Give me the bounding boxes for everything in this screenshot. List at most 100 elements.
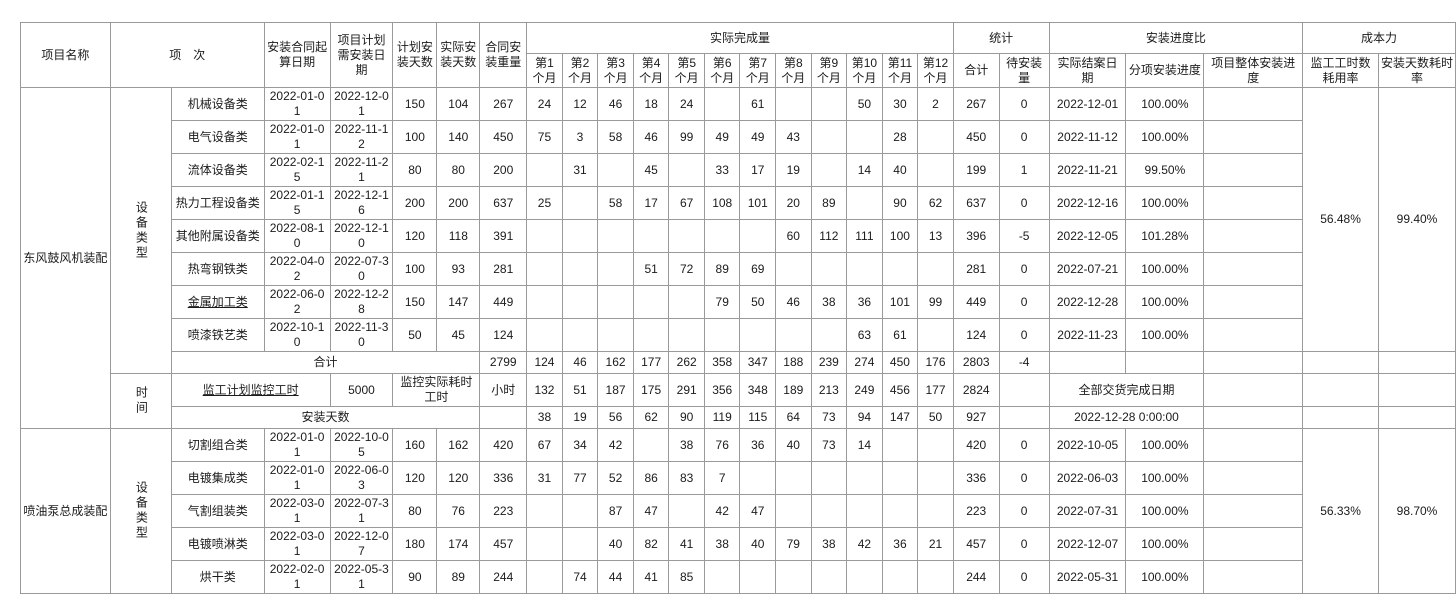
data-cell: 67 — [526, 428, 563, 462]
data-cell: 176 — [917, 351, 954, 374]
data-cell: 80 — [392, 153, 438, 187]
data-cell: 291 — [668, 373, 705, 407]
data-cell: 100 — [881, 219, 919, 253]
data-cell: 150 — [392, 285, 438, 319]
data-cell: 2803 — [952, 351, 1000, 374]
data-cell: 90 — [881, 186, 919, 220]
data-cell: 100.00% — [1125, 186, 1205, 220]
data-cell: 162 — [436, 428, 481, 462]
data-cell: 40 — [739, 527, 777, 561]
col-header-month-8: 第8个月 — [775, 53, 812, 88]
data-cell: 99 — [668, 120, 705, 154]
data-cell — [775, 87, 812, 121]
data-cell: 83 — [668, 461, 705, 495]
data-cell: 2824 — [952, 373, 1000, 407]
data-cell — [917, 252, 954, 286]
data-cell: 119 — [703, 406, 741, 429]
data-cell: 38 — [668, 428, 705, 462]
data-cell: 46 — [632, 120, 670, 154]
category-type-label: 设备类型 — [109, 428, 172, 594]
col-header-month-5: 第5个月 — [668, 53, 705, 88]
data-cell: 2022-12-07 — [1048, 527, 1127, 561]
data-cell: 223 — [479, 494, 528, 528]
data-cell: 111 — [846, 219, 883, 253]
data-cell — [739, 318, 777, 352]
data-cell — [846, 560, 883, 594]
data-cell: 200 — [392, 186, 438, 220]
data-cell: -4 — [998, 351, 1050, 374]
data-cell: 20 — [775, 186, 812, 220]
data-cell: 637 — [479, 186, 528, 220]
data-cell: 2799 — [479, 351, 528, 374]
data-cell: 356 — [703, 373, 741, 407]
data-cell: 93 — [436, 252, 481, 286]
data-cell: 50 — [846, 87, 883, 121]
data-cell: 177 — [917, 373, 954, 407]
data-cell: 449 — [479, 285, 528, 319]
group-header-statistics: 统计 — [952, 22, 1050, 54]
data-cell: 2022-07-21 — [1048, 252, 1127, 286]
data-cell: 46 — [597, 87, 634, 121]
item-name-cell: 电气设备类 — [170, 120, 265, 154]
data-cell — [810, 87, 848, 121]
data-cell: 45 — [436, 318, 481, 352]
data-cell: 24 — [526, 87, 563, 121]
item-name-link[interactable]: 金属加工类 — [170, 285, 265, 319]
data-cell — [917, 120, 954, 154]
data-cell — [1203, 373, 1304, 407]
data-cell — [846, 252, 883, 286]
data-cell: 100 — [392, 252, 438, 286]
data-cell — [703, 560, 741, 594]
data-cell: 2022-07-31 — [329, 494, 394, 528]
data-cell: 348 — [739, 373, 777, 407]
data-cell: 450 — [952, 120, 1000, 154]
data-cell: 100.00% — [1125, 87, 1205, 121]
data-cell: 40 — [597, 527, 634, 561]
data-cell: 2022-10-10 — [263, 318, 331, 352]
data-cell — [632, 428, 670, 462]
table-row: 安装天数 38 19 56 62 90 119 115 64 73 94 147 50 927 2022-1… — [21, 406, 1456, 429]
supervision-actual-hours-label: 监控实际耗时工时 — [392, 373, 481, 407]
data-cell — [1378, 373, 1456, 407]
data-cell — [526, 527, 563, 561]
col-header-item: 项 次 — [109, 22, 265, 88]
data-cell: 2022-08-10 — [263, 219, 331, 253]
data-cell: 450 — [881, 351, 919, 374]
data-cell: 50 — [917, 406, 954, 429]
data-cell: 2022-07-30 — [329, 252, 394, 286]
supervision-planned-hours-link[interactable]: 监工计划监控工时 — [170, 373, 331, 407]
data-cell: 199 — [952, 153, 1000, 187]
data-cell: 79 — [703, 285, 741, 319]
data-cell: 34 — [561, 428, 599, 462]
data-cell: 100.00% — [1125, 318, 1205, 352]
installation-progress-table: 项目名称项 次安装合同起算日期 项目计划需安装日期 计划安装天数 实际安装天数 合同安装… — [20, 22, 1456, 594]
data-cell — [1048, 351, 1127, 374]
data-cell: 87 — [597, 494, 634, 528]
data-cell — [917, 560, 954, 594]
data-cell: 90 — [668, 406, 705, 429]
data-cell: 50 — [739, 285, 777, 319]
data-cell — [1203, 285, 1304, 319]
data-cell: 0 — [998, 494, 1050, 528]
supervisor-hours-rate-cell: 56.33% — [1302, 428, 1379, 594]
data-cell — [561, 527, 599, 561]
data-cell: 100 — [392, 120, 438, 154]
data-cell — [703, 219, 741, 253]
table-row: 气割组装类 2022-03-01 2022-07-31 80 76 223 87 47 42 47… — [21, 494, 1456, 528]
data-cell: 25 — [526, 186, 563, 220]
data-cell — [632, 219, 670, 253]
data-cell: 0 — [998, 87, 1050, 121]
data-cell: 31 — [526, 461, 563, 495]
data-cell: 76 — [703, 428, 741, 462]
data-cell: 89 — [703, 252, 741, 286]
data-cell — [1378, 406, 1456, 429]
supervisor-hours-rate-cell: 56.48% — [1302, 87, 1379, 352]
data-cell: 80 — [392, 494, 438, 528]
data-cell: 115 — [739, 406, 777, 429]
data-cell: 58 — [597, 120, 634, 154]
data-cell — [917, 318, 954, 352]
col-header-month-3: 第3个月 — [597, 53, 634, 88]
data-cell — [810, 252, 848, 286]
data-cell: 51 — [632, 252, 670, 286]
data-cell: 2022-01-01 — [263, 87, 331, 121]
